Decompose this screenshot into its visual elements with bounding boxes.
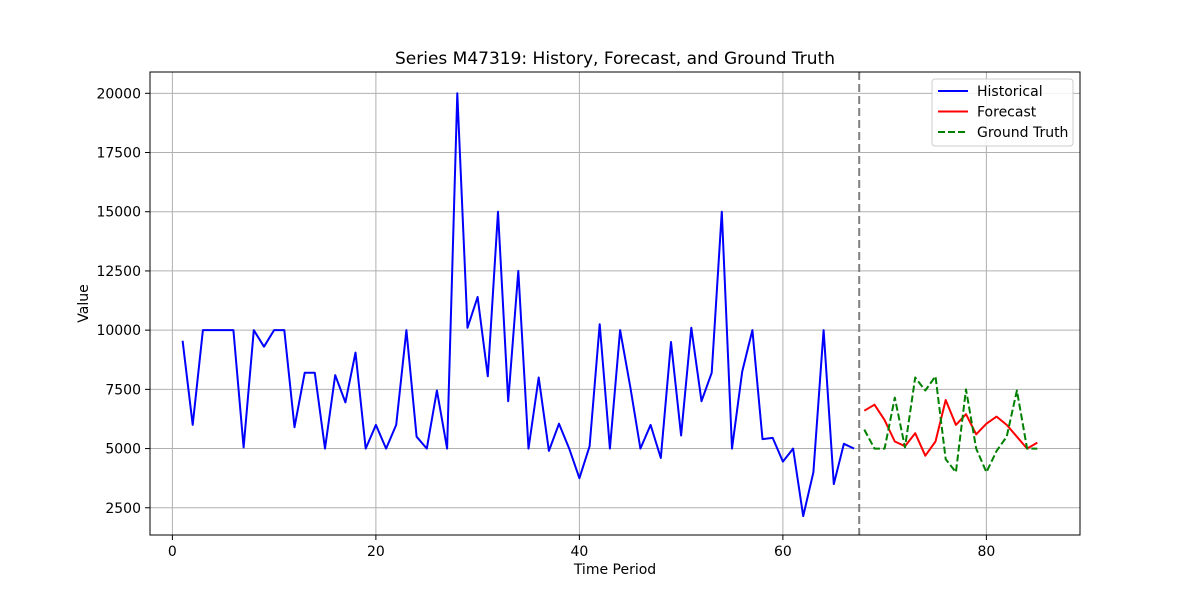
x-tick-label: 80 xyxy=(977,544,995,560)
series-layer xyxy=(181,92,1038,518)
y-tick-label: 5000 xyxy=(105,442,141,458)
x-tick-label: 60 xyxy=(774,544,792,560)
grid-lines xyxy=(150,72,1080,535)
y-tick-label: 20000 xyxy=(96,86,141,102)
y-tick-label: 10000 xyxy=(96,323,141,339)
y-axis-ticks: 2500 5000 7500 10000 12500 15000 17500 20000 xyxy=(96,86,150,517)
y-tick-label: 7500 xyxy=(105,382,141,398)
y-tick-label: 15000 xyxy=(96,205,141,221)
x-tick-label: 40 xyxy=(570,544,588,560)
x-axis-ticks: 0 20 40 60 80 xyxy=(168,535,995,560)
y-tick-label: 17500 xyxy=(96,146,141,162)
x-tick-label: 20 xyxy=(367,544,385,560)
legend-label: Ground Truth xyxy=(977,125,1068,141)
y-axis-label: Value xyxy=(76,284,92,322)
y-tick-label: 2500 xyxy=(105,501,141,517)
legend-box xyxy=(931,78,1074,147)
legend: Historical Forecast Ground Truth xyxy=(931,78,1074,147)
chart-title: Series M47319: History, Forecast, and Gr… xyxy=(395,49,835,69)
legend-label: Forecast xyxy=(977,105,1037,121)
series-line-forecast xyxy=(863,399,1038,457)
plot-frame xyxy=(149,71,1081,536)
series-line-historical xyxy=(181,92,855,518)
y-tick-label: 12500 xyxy=(96,264,141,280)
legend-label: Historical xyxy=(977,84,1043,100)
series-line-ground-truth xyxy=(863,375,1038,474)
x-tick-label: 0 xyxy=(168,544,177,560)
x-axis-label: Time Period xyxy=(573,562,656,578)
